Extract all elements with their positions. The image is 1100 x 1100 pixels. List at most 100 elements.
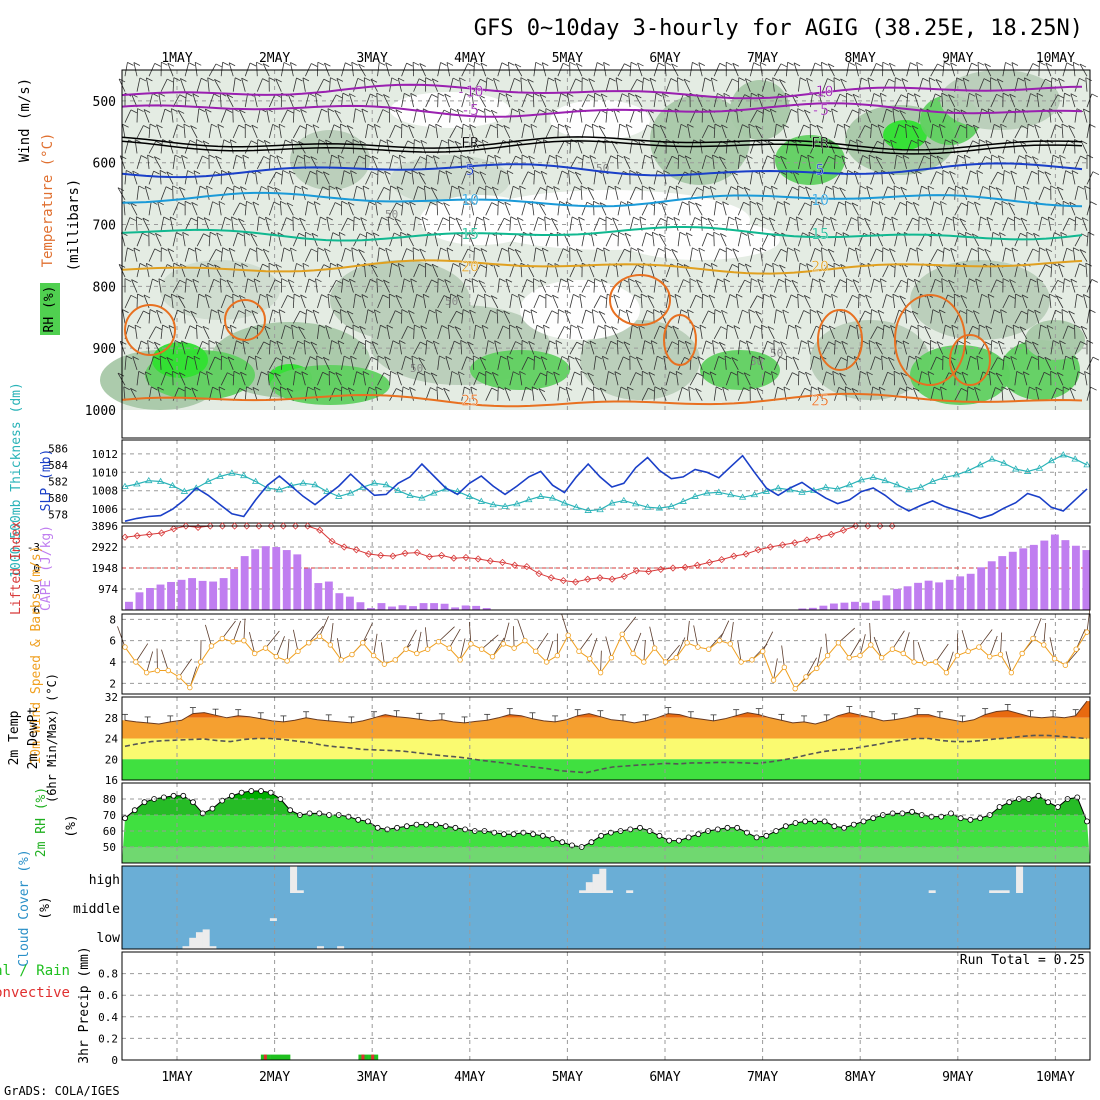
wind-barb-flag	[466, 170, 473, 175]
wind-barb-flag	[137, 293, 144, 298]
wind-barb	[383, 279, 390, 293]
wind-barb	[531, 201, 535, 216]
rh-point	[1035, 792, 1042, 799]
wind-barb-flag	[688, 386, 695, 391]
wind-speed-point	[1041, 642, 1047, 648]
wind-barb	[413, 341, 421, 355]
wind-speed-markers	[122, 629, 1090, 692]
wind-speed-point	[857, 652, 863, 659]
wind-barb	[376, 93, 378, 108]
wind-barb-flag	[202, 155, 209, 160]
wind-barb	[647, 295, 655, 309]
wind-barb-flag	[592, 309, 599, 313]
wind-barb	[437, 217, 444, 231]
wind-barb	[566, 278, 571, 293]
wind-barb	[337, 155, 342, 170]
thickness-point	[691, 492, 699, 499]
wind-barb-flag	[708, 310, 715, 315]
wind-barb-flag	[662, 278, 669, 283]
wind-barb	[810, 140, 817, 154]
wind-barb-flag	[520, 77, 528, 82]
wind-barb-flag	[515, 155, 522, 160]
wind-barb-flag	[466, 356, 473, 361]
wind-barb-flag	[753, 62, 760, 66]
surface-barb	[373, 633, 378, 656]
wind-barb-flag	[1049, 293, 1056, 298]
precip-total-bar	[270, 1054, 281, 1060]
wind-barb-flag	[173, 77, 181, 82]
wind-barb-flag	[341, 386, 348, 391]
wind-barb-flag	[260, 293, 267, 298]
wind-barb	[629, 62, 632, 77]
wind-barb-flag	[262, 63, 270, 67]
wind-barb-flag	[192, 278, 200, 283]
wind-barb-flag	[727, 324, 734, 329]
wind-barb-flag	[211, 309, 218, 313]
wind-barb	[629, 247, 632, 262]
wind-barb	[677, 387, 683, 401]
wind-barb-flag	[872, 386, 879, 391]
wind-barb-flag	[476, 216, 484, 221]
wind-barb	[593, 62, 598, 77]
wind-barb	[444, 279, 451, 293]
wind-barb	[625, 124, 631, 139]
wind-barb	[292, 155, 299, 170]
wind-barb-flag	[811, 200, 818, 205]
wind-barb-flag	[974, 201, 981, 206]
cape-bar	[1071, 545, 1080, 610]
thickness-point	[299, 479, 307, 486]
wind-barb-flag	[848, 62, 856, 66]
wind-barb	[785, 247, 788, 262]
surface-barb	[737, 640, 742, 663]
wind-barb	[196, 371, 201, 386]
wind-barb	[166, 357, 174, 370]
chart-title: GFS 0~10day 3-hourly for AGIG (38.25E, 1…	[474, 16, 1083, 41]
wind-barb	[506, 170, 511, 185]
wind-barb	[407, 124, 414, 139]
wind-barb-flag	[975, 278, 982, 283]
wind-barb-flag	[743, 372, 751, 377]
wind-barb-flag	[159, 170, 167, 174]
wind-barb-flag	[1071, 355, 1079, 360]
wind-barb	[974, 201, 980, 216]
wind-barb-flag	[360, 217, 367, 221]
wind-barb-flag	[588, 78, 595, 83]
wind-barb	[1085, 263, 1088, 278]
wind-barb-flag	[418, 78, 426, 83]
wind-barb-flag	[787, 61, 794, 66]
wind-barb-flag	[748, 123, 756, 128]
wind-barb-flag	[877, 309, 885, 314]
wind-barb-flag	[390, 370, 397, 375]
wind-barb-flag	[887, 371, 894, 376]
wind-barb	[160, 264, 168, 278]
rh-point	[374, 824, 381, 831]
wind-barb	[773, 386, 778, 401]
thickness-point	[216, 472, 224, 479]
wind-barb-flag	[298, 326, 305, 331]
cape-bar	[851, 601, 859, 610]
wind-barb-flag	[186, 92, 193, 97]
wind-barb	[220, 247, 224, 262]
wind-barb-flag	[339, 231, 346, 236]
wind-barb-flag	[538, 388, 546, 392]
wind-barb	[701, 155, 707, 170]
wind-speed-point	[597, 669, 604, 676]
wind-barb-flag	[946, 216, 953, 221]
wind-barb-flag	[500, 355, 507, 360]
wind-barb-flag	[445, 356, 452, 360]
wind-barb	[227, 356, 234, 370]
wind-barb	[744, 78, 751, 92]
wind-barb-flag	[708, 294, 716, 299]
wind-barb-flag	[579, 293, 586, 298]
wind-barb-flag	[586, 387, 594, 392]
wind-barb-flag	[346, 310, 354, 315]
wind-barb	[292, 77, 297, 92]
wind-barb	[650, 340, 655, 355]
wind-barb-flag	[744, 279, 751, 284]
cloud-label: Cloud Cover (%)	[17, 849, 32, 966]
wind-barb	[577, 140, 583, 154]
wind-barb-flag	[732, 62, 739, 67]
wind-barb-flag	[480, 78, 487, 83]
wind-barb	[663, 355, 667, 370]
